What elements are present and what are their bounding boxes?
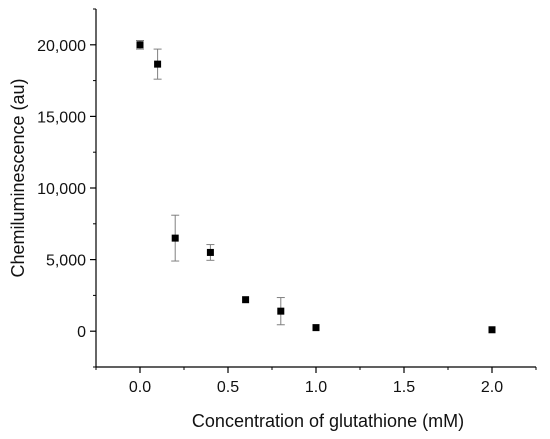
y-tick-label: 0 <box>77 324 86 341</box>
data-point <box>488 326 496 334</box>
data-markers <box>136 41 496 334</box>
x-tick-label: 0.0 <box>129 379 151 396</box>
data-point <box>154 60 162 68</box>
y-tick-label: 10,000 <box>37 181 86 198</box>
data-point <box>277 307 285 315</box>
y-tick-label: 15,000 <box>37 109 86 126</box>
data-point <box>136 41 144 49</box>
y-tick-label: 20,000 <box>37 38 86 55</box>
data-point <box>206 248 214 256</box>
x-tick-label: 1.0 <box>305 379 327 396</box>
data-point <box>242 296 250 304</box>
error-bars <box>136 40 285 326</box>
x-tick-label: 0.5 <box>217 379 239 396</box>
x-tick-label: 2.0 <box>481 379 503 396</box>
x-tick-label: 1.5 <box>393 379 415 396</box>
x-axis-title: Concentration of glutathione (mM) <box>192 411 464 431</box>
y-tick-label: 5,000 <box>46 253 86 270</box>
data-point <box>312 324 320 332</box>
axes: 0 5,000 10,000 15,000 20,000 0.0 0.5 1.0 1.5 2.0 <box>37 8 537 396</box>
data-point <box>171 234 179 242</box>
y-axis-title: Chemiluminescence (au) <box>8 78 28 277</box>
